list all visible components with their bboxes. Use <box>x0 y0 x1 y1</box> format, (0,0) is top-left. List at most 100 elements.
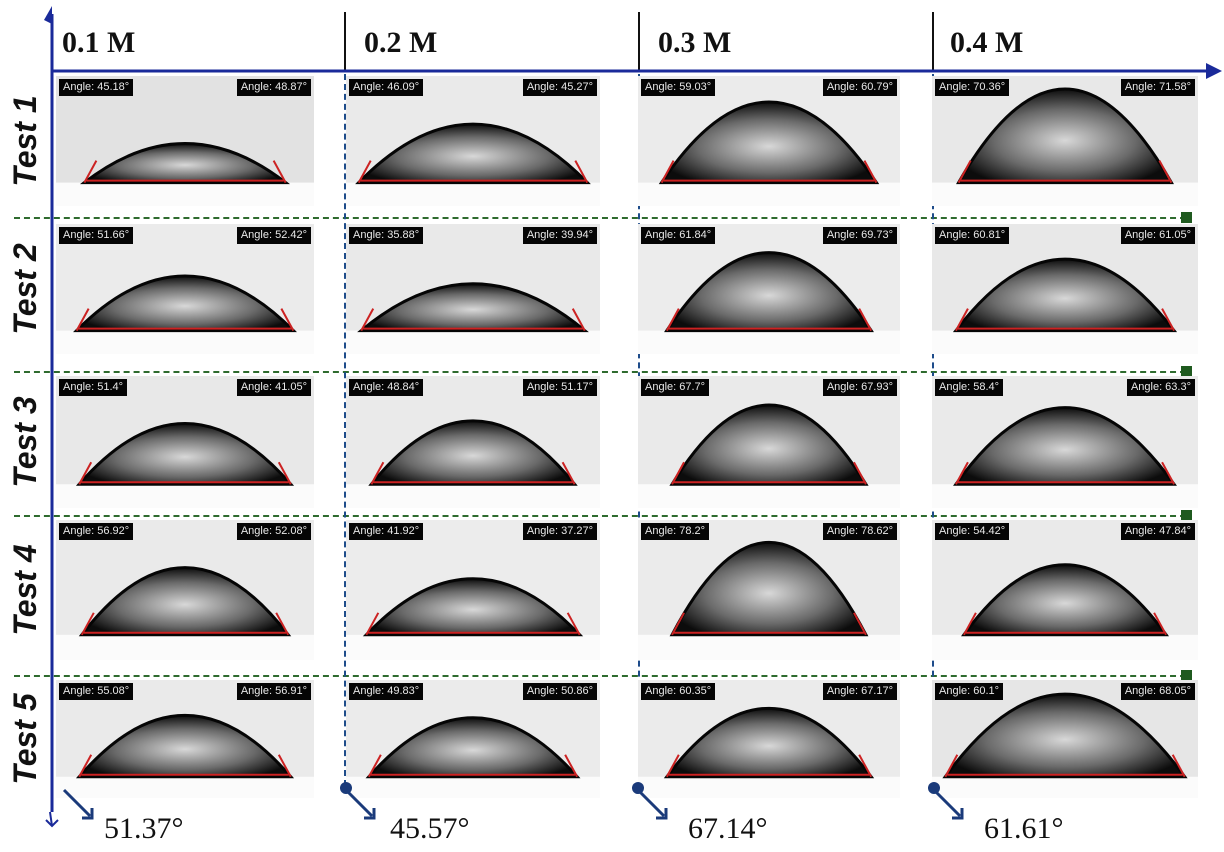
angle-left-label: Angle: 61.84° <box>641 227 716 244</box>
tangent-left <box>75 308 90 332</box>
angle-right-label: Angle: 69.73° <box>822 227 897 244</box>
droplet <box>663 706 875 779</box>
row-divider-end-marker <box>1181 510 1192 521</box>
angle-right-label: Angle: 39.94° <box>522 227 597 244</box>
angle-left-label: Angle: 60.1° <box>935 683 1004 700</box>
droplet <box>664 251 874 333</box>
droplet-image-r1-c2: Angle: 46.09° Angle: 45.27° <box>346 76 600 206</box>
angle-right-label: Angle: 41.05° <box>236 379 311 396</box>
droplet <box>669 541 869 637</box>
droplet-photo <box>638 520 900 660</box>
row-label-2: Test 2 <box>7 243 43 335</box>
tangent-right <box>272 160 287 184</box>
droplet <box>669 403 869 486</box>
angle-right-label: Angle: 60.79° <box>822 79 897 96</box>
tangent-left <box>671 461 685 485</box>
droplet-image-r5-c4: Angle: 60.1° Angle: 68.05° <box>932 680 1198 798</box>
tangent-right <box>1161 461 1175 485</box>
row-divider <box>14 217 1186 219</box>
header-separator <box>344 12 346 72</box>
angle-left-label: Angle: 58.4° <box>935 379 1004 396</box>
tangent-left <box>963 612 977 636</box>
droplet-photo <box>346 520 600 660</box>
tangent-left <box>80 612 95 636</box>
tangent-left <box>357 160 372 184</box>
tangent-left <box>360 308 375 332</box>
droplet-image-r3-c3: Angle: 67.7° Angle: 67.93° <box>638 376 900 508</box>
droplet <box>355 122 591 185</box>
tangent-left <box>665 754 680 778</box>
angle-left-label: Angle: 59.03° <box>641 79 716 96</box>
droplet <box>960 563 1170 637</box>
tangent-right <box>571 308 586 332</box>
droplet-image-r2-c3: Angle: 61.84° Angle: 69.73° <box>638 224 900 354</box>
droplet <box>952 257 1178 333</box>
tangent-left <box>944 754 959 778</box>
tangent-right <box>853 612 867 636</box>
angle-right-label: Angle: 51.17° <box>522 379 597 396</box>
tangent-right <box>1158 160 1173 184</box>
average-angle-3: 67.14° <box>688 812 768 845</box>
row-divider <box>14 675 1186 677</box>
angle-left-label: Angle: 56.92° <box>59 523 134 540</box>
bottom-arrow-icon <box>45 811 59 828</box>
tangent-right <box>863 160 878 184</box>
angle-right-label: Angle: 52.42° <box>236 227 311 244</box>
pointer-arrow-icon <box>340 782 376 820</box>
horizontal-axis-arrow <box>1206 63 1222 79</box>
droplet-photo <box>932 680 1198 798</box>
row-divider-end-marker <box>1181 670 1192 681</box>
droplet-image-r1-c3: Angle: 59.03° Angle: 60.79° <box>638 76 900 206</box>
angle-left-label: Angle: 51.66° <box>59 227 134 244</box>
droplet-photo <box>56 76 314 206</box>
angle-right-label: Angle: 63.3° <box>1126 379 1195 396</box>
angle-left-label: Angle: 45.18° <box>59 79 134 96</box>
angle-left-label: Angle: 35.88° <box>349 227 424 244</box>
droplet-photo <box>638 76 900 206</box>
angle-left-label: Angle: 60.81° <box>935 227 1010 244</box>
average-angle-2: 45.57° <box>390 812 470 845</box>
tangent-left <box>665 308 680 332</box>
droplet <box>357 282 589 333</box>
vertical-axis-arrow <box>44 6 52 24</box>
tangent-left <box>955 461 969 485</box>
tangent-left <box>370 461 385 485</box>
droplet-image-r5-c1: Angle: 55.08° Angle: 56.91° <box>56 680 314 798</box>
angle-right-label: Angle: 37.27° <box>522 523 597 540</box>
droplet-image-r5-c3: Angle: 60.35° Angle: 67.17° <box>638 680 900 798</box>
pointer-arrow-icon <box>928 782 964 820</box>
angle-right-label: Angle: 56.91° <box>236 683 311 700</box>
droplet-image-r4-c2: Angle: 41.92° Angle: 37.27° <box>346 520 600 660</box>
droplet <box>365 716 581 779</box>
droplet <box>79 142 291 185</box>
angle-left-label: Angle: 51.4° <box>59 379 128 396</box>
droplet <box>75 422 295 486</box>
angle-left-label: Angle: 41.92° <box>349 523 424 540</box>
row-divider <box>14 515 1186 517</box>
column-divider <box>344 74 346 786</box>
droplet-photo <box>932 76 1198 206</box>
tangent-left <box>367 754 382 778</box>
angle-right-label: Angle: 78.62° <box>822 523 897 540</box>
angle-right-label: Angle: 67.17° <box>822 683 897 700</box>
row-label-3: Test 3 <box>7 396 43 488</box>
angle-right-label: Angle: 50.86° <box>522 683 597 700</box>
angle-left-label: Angle: 55.08° <box>59 683 134 700</box>
tangent-right <box>1171 754 1186 778</box>
droplet-photo <box>638 224 900 354</box>
droplet-photo <box>56 520 314 660</box>
droplet-image-r3-c1: Angle: 51.4° Angle: 41.05° <box>56 376 314 508</box>
angle-right-label: Angle: 61.05° <box>1120 227 1195 244</box>
header-separator <box>932 12 934 72</box>
tangent-left <box>957 160 972 184</box>
tangent-right <box>564 754 579 778</box>
row-label-4: Test 4 <box>7 544 43 636</box>
droplet-image-r4-c4: Angle: 54.42° Angle: 47.84° <box>932 520 1198 660</box>
tangent-left <box>671 612 685 636</box>
droplet <box>75 714 295 779</box>
droplet-image-r3-c4: Angle: 58.4° Angle: 63.3° <box>932 376 1198 508</box>
tangent-right <box>275 612 290 636</box>
angle-left-label: Angle: 78.2° <box>641 523 710 540</box>
droplet-photo <box>346 76 600 206</box>
droplet-image-r3-c2: Angle: 48.84° Angle: 51.17° <box>346 376 600 508</box>
